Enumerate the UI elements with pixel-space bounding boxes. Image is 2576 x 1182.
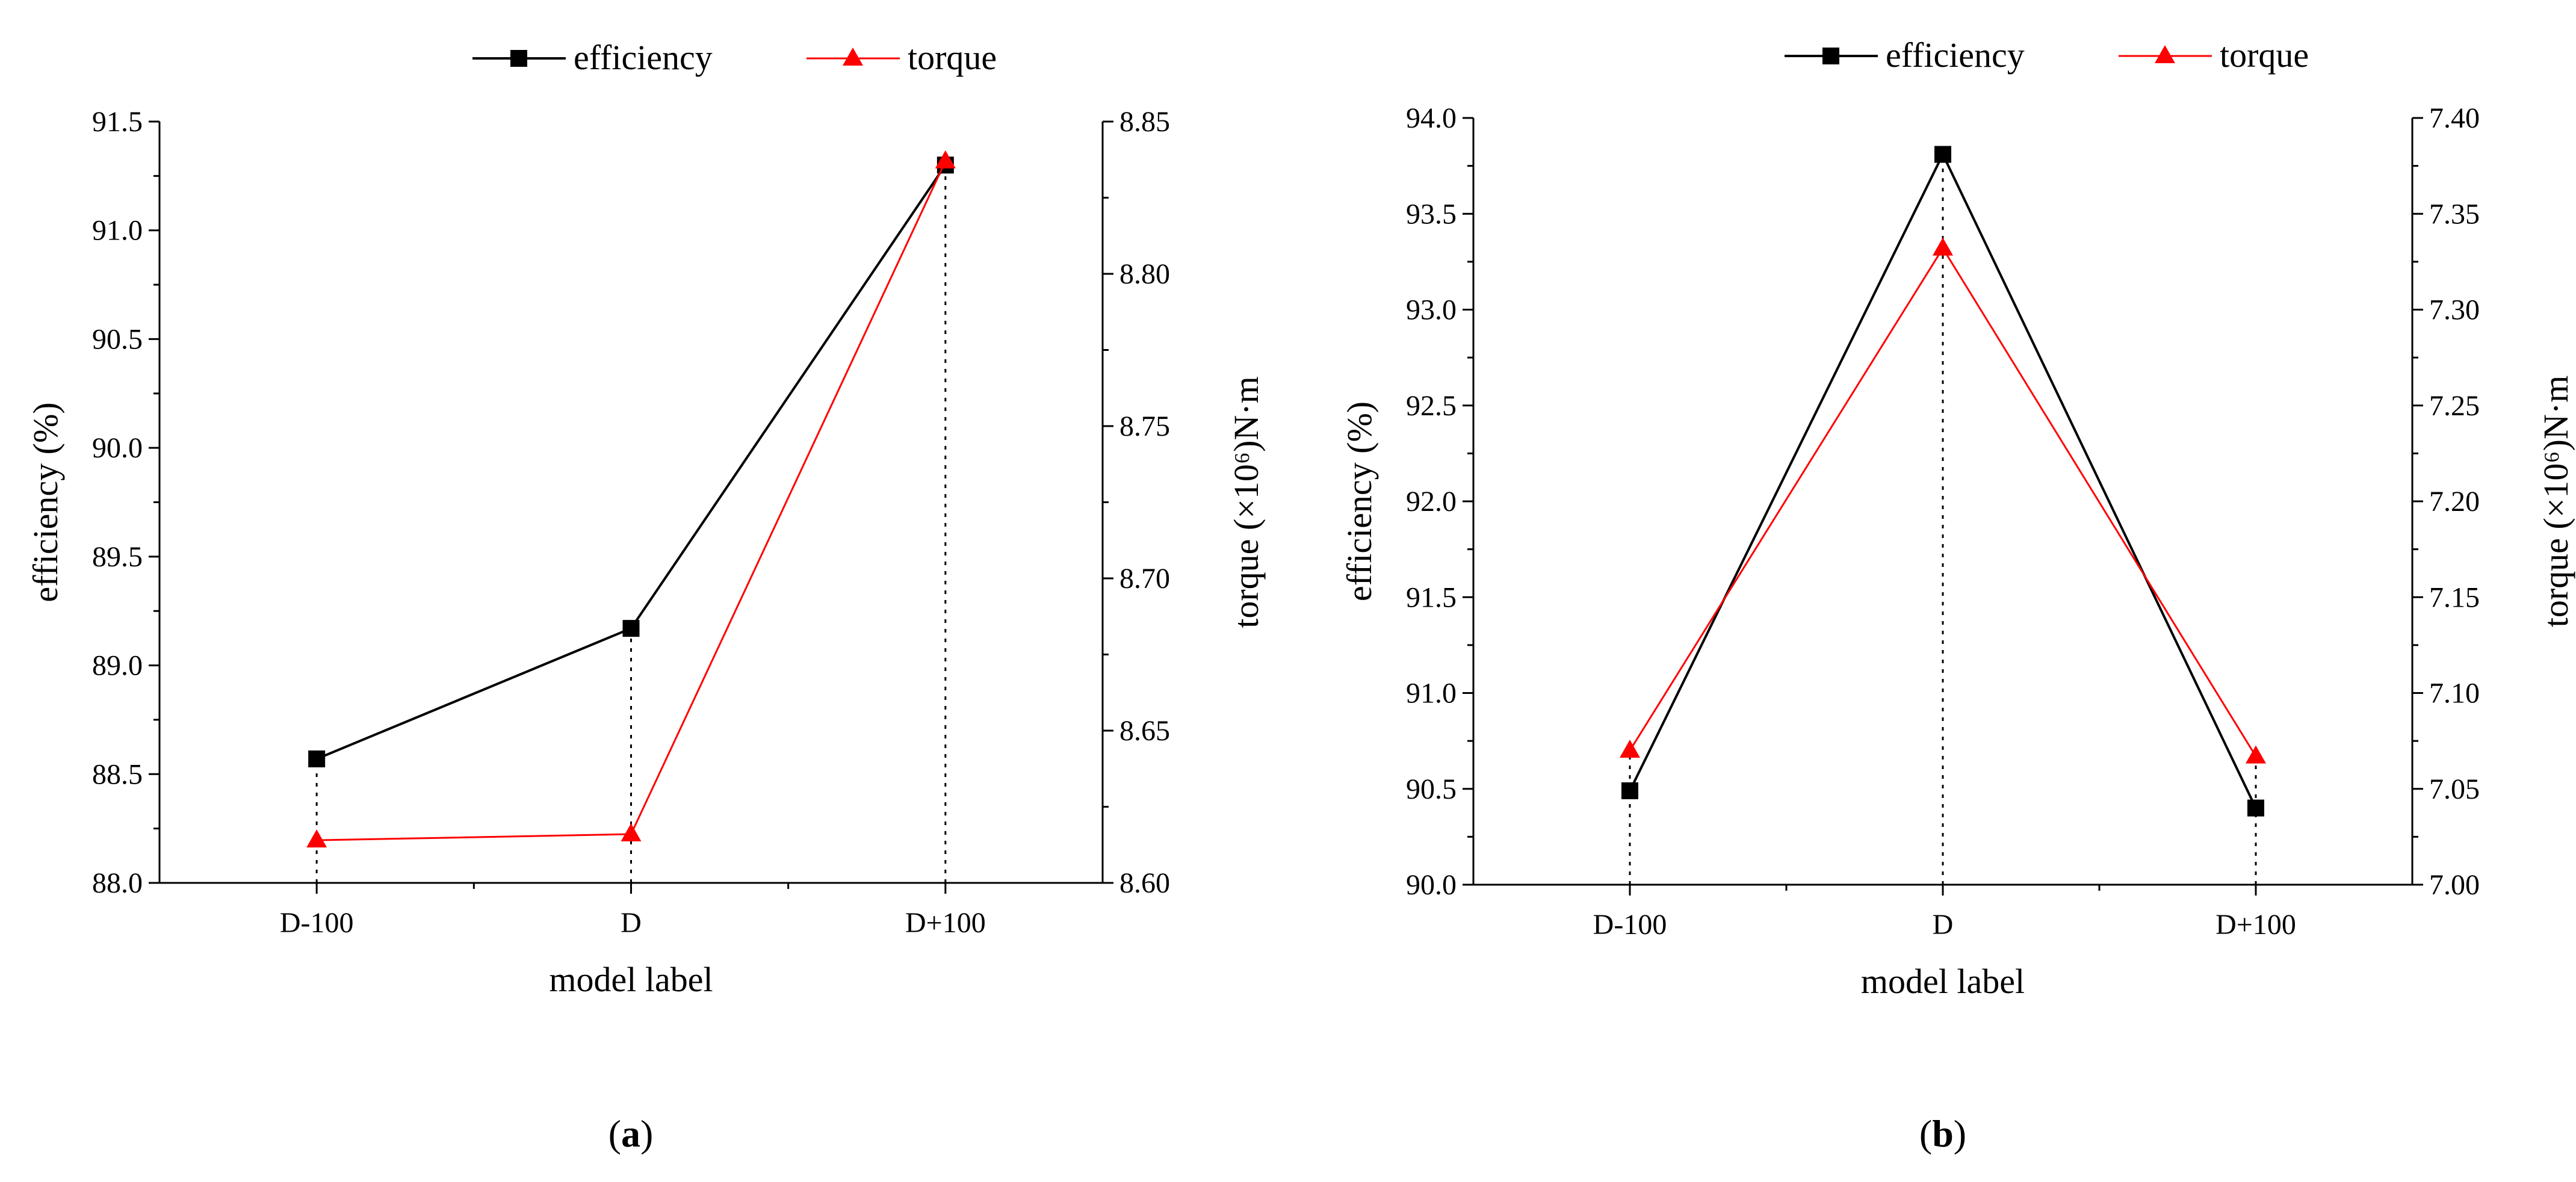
right-y-tick-label: 7.25 xyxy=(2429,390,2480,422)
efficiency-point xyxy=(308,750,326,767)
x-tick-label: D-100 xyxy=(280,907,354,939)
legend-marker-torque xyxy=(2155,45,2175,63)
left-y-tick-label: 90.5 xyxy=(92,323,143,355)
right-y-tick-label: 8.65 xyxy=(1119,715,1170,747)
x-tick-label: D+100 xyxy=(905,907,986,939)
torque-point xyxy=(1933,237,1953,256)
left-y-axis-title: efficiency (%) xyxy=(26,402,65,602)
right-y-tick-label: 8.75 xyxy=(1119,410,1170,442)
x-tick-label: D+100 xyxy=(2215,909,2296,941)
torque-point xyxy=(1620,740,1640,758)
x-tick-label: D xyxy=(1933,909,1954,941)
left-y-tick-label: 90.5 xyxy=(1406,773,1457,805)
efficiency-point xyxy=(2247,799,2264,817)
panel-label-open-paren: ( xyxy=(608,1112,621,1155)
right-y-tick-label: 8.85 xyxy=(1119,106,1170,138)
x-axis-title: model label xyxy=(549,960,713,999)
left-y-tick-label: 88.5 xyxy=(92,758,143,790)
right-y-axis-title: torque (×10⁶)N·m xyxy=(1227,376,1266,628)
efficiency-point xyxy=(622,620,640,637)
right-y-tick-label: 8.80 xyxy=(1119,258,1170,290)
x-axis-title: model label xyxy=(1861,962,2025,1001)
chart-legend: efficiency torque xyxy=(1785,36,2309,75)
torque-point xyxy=(2246,745,2266,764)
right-y-tick-label: 7.15 xyxy=(2429,581,2480,613)
right-y-tick-label: 7.05 xyxy=(2429,773,2480,805)
torque-point xyxy=(935,150,956,169)
chart-legend: efficiency torque xyxy=(472,38,997,77)
panel-label: (a) xyxy=(608,1112,654,1155)
legend-marker-efficiency xyxy=(510,50,527,67)
left-y-tick-label: 91.5 xyxy=(1406,581,1457,613)
legend-label-efficiency: efficiency xyxy=(1886,36,2025,75)
panel-label-letter: a xyxy=(621,1112,640,1155)
left-y-tick-label: 94.0 xyxy=(1406,102,1457,134)
legend-label-efficiency: efficiency xyxy=(574,38,713,77)
chart-panel-b: 90.0 90.5 91.0 91.5 92.0 92.5 93.0 93.5 94.0 7.00… xyxy=(1340,36,2575,1155)
right-y-tick-label: 7.20 xyxy=(2429,486,2480,518)
panel-label: (b) xyxy=(1919,1112,1966,1155)
legend-marker-torque xyxy=(843,48,863,66)
efficiency-point xyxy=(1934,146,1951,163)
left-y-tick-label: 90.0 xyxy=(1406,869,1457,901)
panel-label-close-paren: ) xyxy=(1954,1112,1966,1155)
chart-panel-a: 88.0 88.5 89.0 89.5 90.0 90.5 91.0 91.5 8.60 8.65… xyxy=(26,38,1266,1155)
x-tick-label: D xyxy=(621,907,642,939)
right-y-tick-label: 7.40 xyxy=(2429,102,2480,134)
right-y-axis-title: torque (×10⁶)N·m xyxy=(2536,376,2575,628)
panel-label-close-paren: ) xyxy=(640,1112,653,1155)
right-y-tick-label: 8.70 xyxy=(1119,563,1170,595)
efficiency-point xyxy=(1621,782,1638,799)
left-y-tick-label: 89.0 xyxy=(92,650,143,682)
x-tick-label: D-100 xyxy=(1593,909,1667,941)
left-y-tick-label: 92.0 xyxy=(1406,486,1457,518)
panel-label-open-paren: ( xyxy=(1919,1112,1932,1155)
panel-label-letter: b xyxy=(1932,1112,1954,1155)
right-y-tick-label: 7.10 xyxy=(2429,678,2480,710)
torque-point xyxy=(306,829,327,848)
legend-label-torque: torque xyxy=(2220,36,2309,75)
left-y-tick-label: 89.5 xyxy=(92,541,143,573)
left-y-tick-label: 88.0 xyxy=(92,867,143,899)
legend-label-torque: torque xyxy=(908,38,997,77)
left-y-tick-label: 90.0 xyxy=(92,432,143,464)
torque-point xyxy=(621,823,642,842)
right-y-tick-label: 7.35 xyxy=(2429,198,2480,230)
left-y-tick-label: 92.5 xyxy=(1406,390,1457,422)
right-y-tick-label: 7.30 xyxy=(2429,294,2480,326)
right-y-tick-label: 8.60 xyxy=(1119,867,1170,899)
left-y-axis-title: efficiency (%) xyxy=(1340,401,1379,601)
left-y-tick-label: 91.5 xyxy=(92,106,143,138)
left-y-tick-label: 93.0 xyxy=(1406,294,1457,326)
left-y-tick-label: 93.5 xyxy=(1406,198,1457,230)
legend-marker-efficiency xyxy=(1822,48,1839,64)
left-y-tick-label: 91.0 xyxy=(1406,678,1457,710)
right-y-tick-label: 7.00 xyxy=(2429,869,2480,901)
left-y-tick-label: 91.0 xyxy=(92,215,143,247)
